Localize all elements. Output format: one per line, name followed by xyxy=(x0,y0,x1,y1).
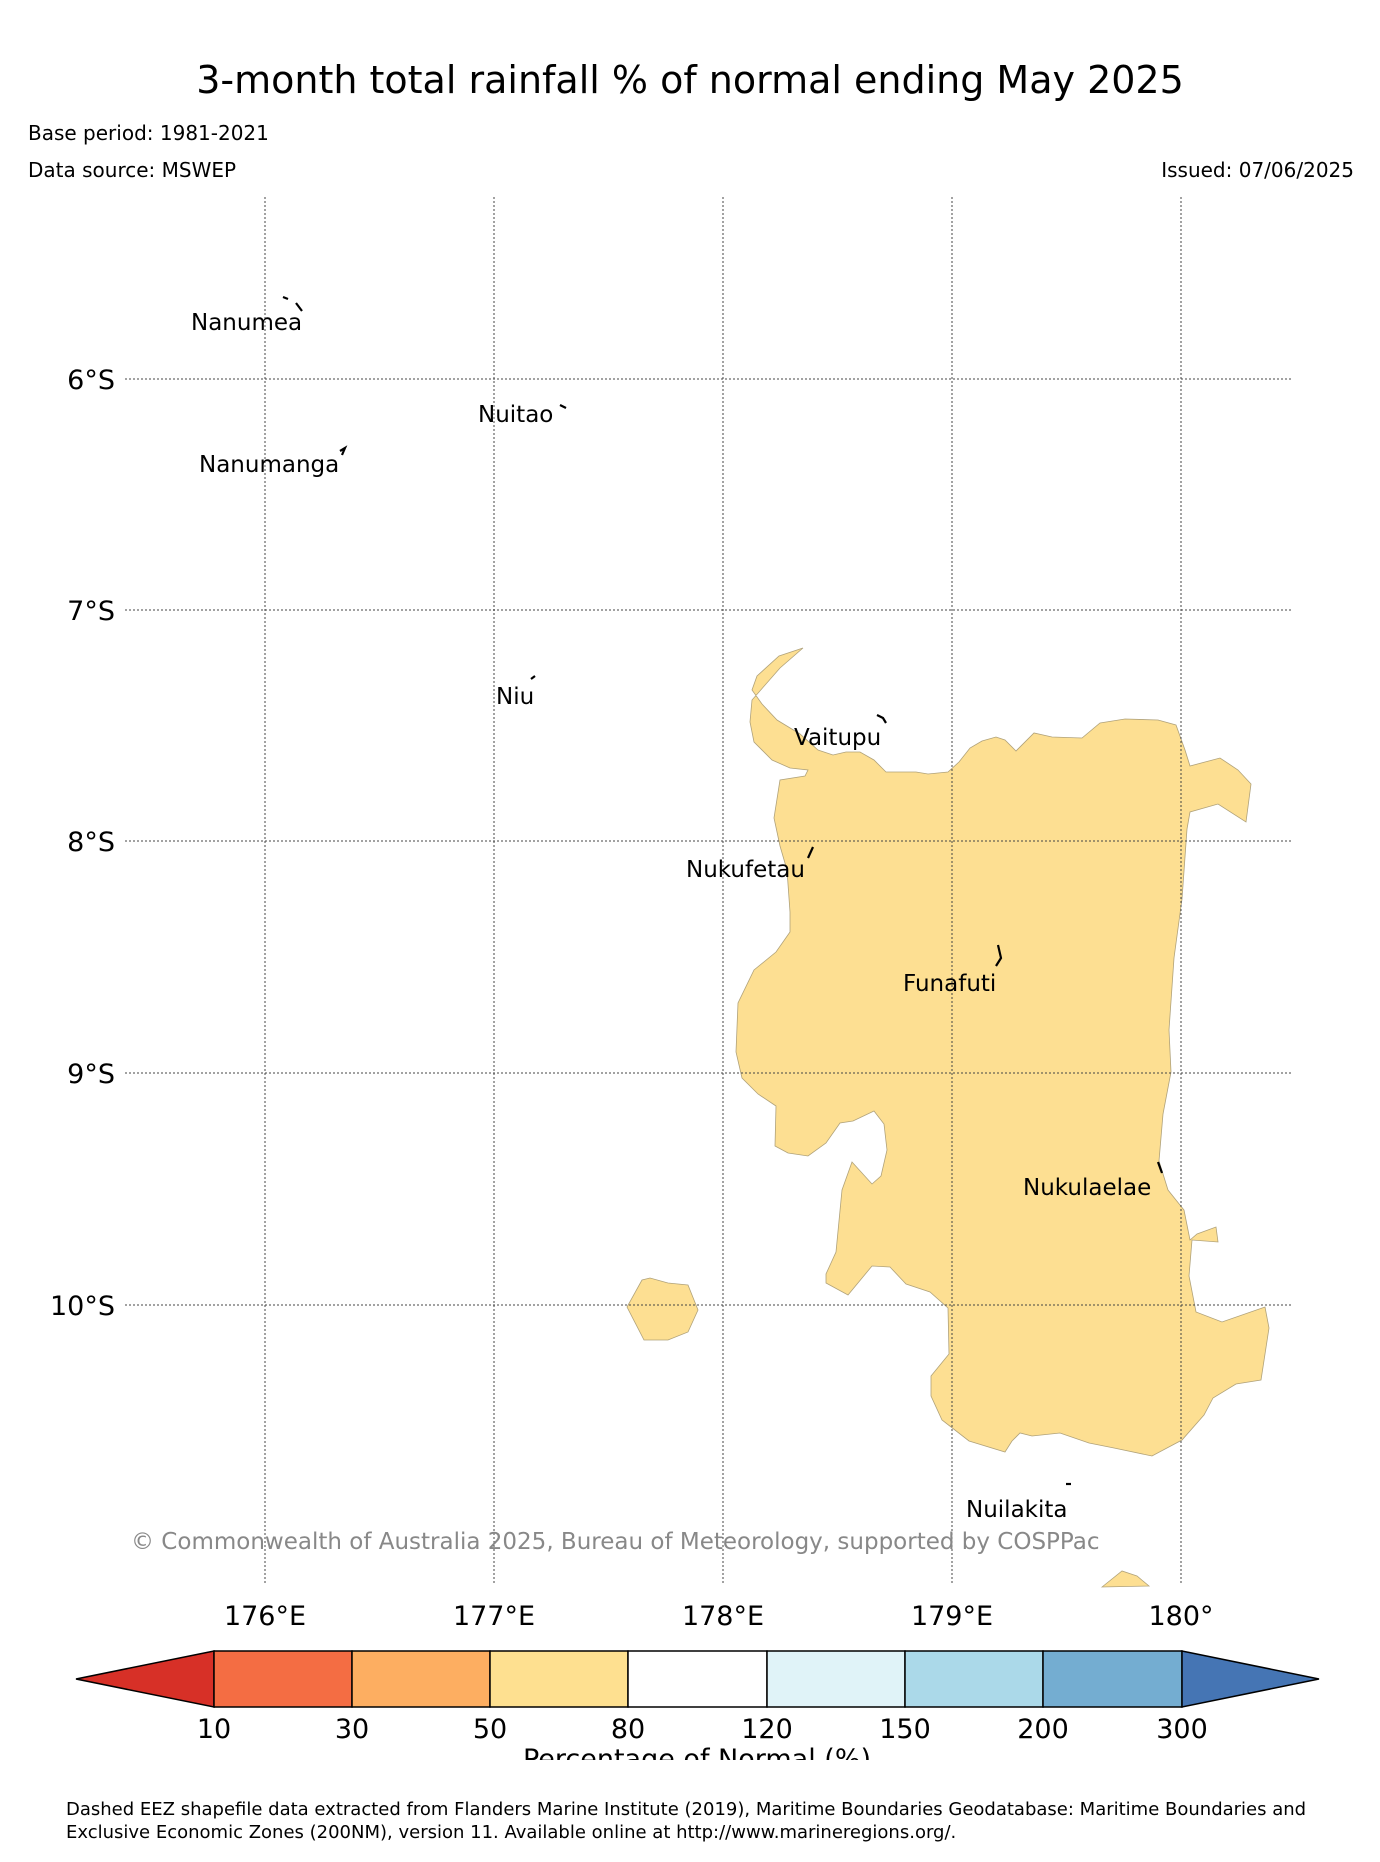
colorbar-segment-10-30 xyxy=(213,1650,353,1708)
colorbar-tick-30: 30 xyxy=(335,1714,369,1745)
island-shape-nuitao xyxy=(559,404,567,409)
lat-label-8s: 8°S xyxy=(67,827,115,858)
lat-label-7s: 7°S xyxy=(67,596,115,627)
colorbar-tick-50: 50 xyxy=(473,1714,507,1745)
island-label-nanumanga: Nanumanga xyxy=(199,452,339,478)
colorbar-segment-50-80 xyxy=(489,1650,629,1708)
rainfall-map: Nanumea Nuitao Nanumanga Niu Vaitupu Nuk… xyxy=(50,197,1320,1760)
lat-label-10s: 10°S xyxy=(50,1291,115,1322)
colorbar-segment-120-150 xyxy=(766,1650,906,1708)
colorbar-segment-30-50 xyxy=(351,1650,491,1708)
lon-label-179e: 179°E xyxy=(911,1601,993,1632)
colorbar-segment-above-300 xyxy=(1181,1650,1320,1708)
lon-label-176e: 176°E xyxy=(224,1601,306,1632)
island-label-nukulaelae: Nukulaelae xyxy=(1023,1175,1151,1201)
island-outlines xyxy=(282,295,1164,1486)
colorbar xyxy=(75,1650,1320,1708)
lon-label-177e: 177°E xyxy=(453,1601,535,1632)
island-shape-nanumanga xyxy=(339,445,348,456)
island-label-nuitao: Nuitao xyxy=(478,402,553,428)
map-title: 3-month total rainfall % of normal endin… xyxy=(196,58,1184,102)
graticule xyxy=(125,197,1293,1585)
colorbar-tick-200: 200 xyxy=(1017,1714,1069,1745)
island-label-niu: Niu xyxy=(496,684,534,710)
colorbar-tick-300: 300 xyxy=(1156,1714,1208,1745)
colorbar-segment-80-120 xyxy=(627,1650,768,1708)
colorbar-tick-120: 120 xyxy=(741,1714,793,1745)
colorbar-segment-150-200 xyxy=(904,1650,1044,1708)
colorbar-tick-80: 80 xyxy=(611,1714,645,1745)
base-period-text: Base period: 1981-2021 xyxy=(28,121,269,145)
island-label-vaitupu: Vaitupu xyxy=(794,725,881,751)
island-shape-vaitupu xyxy=(876,714,887,724)
island-label-nuilakita: Nuilakita xyxy=(966,1497,1067,1523)
island-shape-nanumea xyxy=(282,295,303,312)
island-label-funafuti: Funafuti xyxy=(903,971,996,997)
island-shape-nukufetau xyxy=(806,846,815,859)
colorbar-tick-150: 150 xyxy=(879,1714,931,1745)
eez-data-credit: Dashed EEZ shapefile data extracted from… xyxy=(66,1799,1307,1843)
main-shaded-region xyxy=(735,647,1270,1457)
colorbar-tick-10: 10 xyxy=(197,1714,231,1745)
colorbar-title: Percentage of Normal (%) xyxy=(523,1744,871,1760)
issued-date-text: Issued: 07/06/2025 xyxy=(1161,158,1354,182)
colorbar-segment-200-300 xyxy=(1042,1650,1183,1708)
lon-label-178e: 178°E xyxy=(682,1601,764,1632)
rainfall-shading xyxy=(626,647,1270,1588)
lat-label-9s: 9°S xyxy=(67,1059,115,1090)
data-source-text: Data source: MSWEP xyxy=(28,158,237,182)
island-label-nukufetau: Nukufetau xyxy=(686,857,805,883)
island-label-nanumea: Nanumea xyxy=(191,310,302,336)
small-shaded-region-west xyxy=(626,1277,699,1341)
island-shape-funafuti xyxy=(995,944,1003,967)
island-shape-niu xyxy=(530,675,536,680)
island-shape-nukulaelae xyxy=(1156,1161,1164,1174)
lat-label-6s: 6°S xyxy=(67,365,115,396)
colorbar-segment-below-10 xyxy=(75,1650,215,1708)
lon-label-180: 180° xyxy=(1148,1601,1213,1632)
copyright-text: © Commonwealth of Australia 2025, Bureau… xyxy=(131,1529,1100,1555)
small-shaded-region-south xyxy=(1100,1570,1151,1588)
